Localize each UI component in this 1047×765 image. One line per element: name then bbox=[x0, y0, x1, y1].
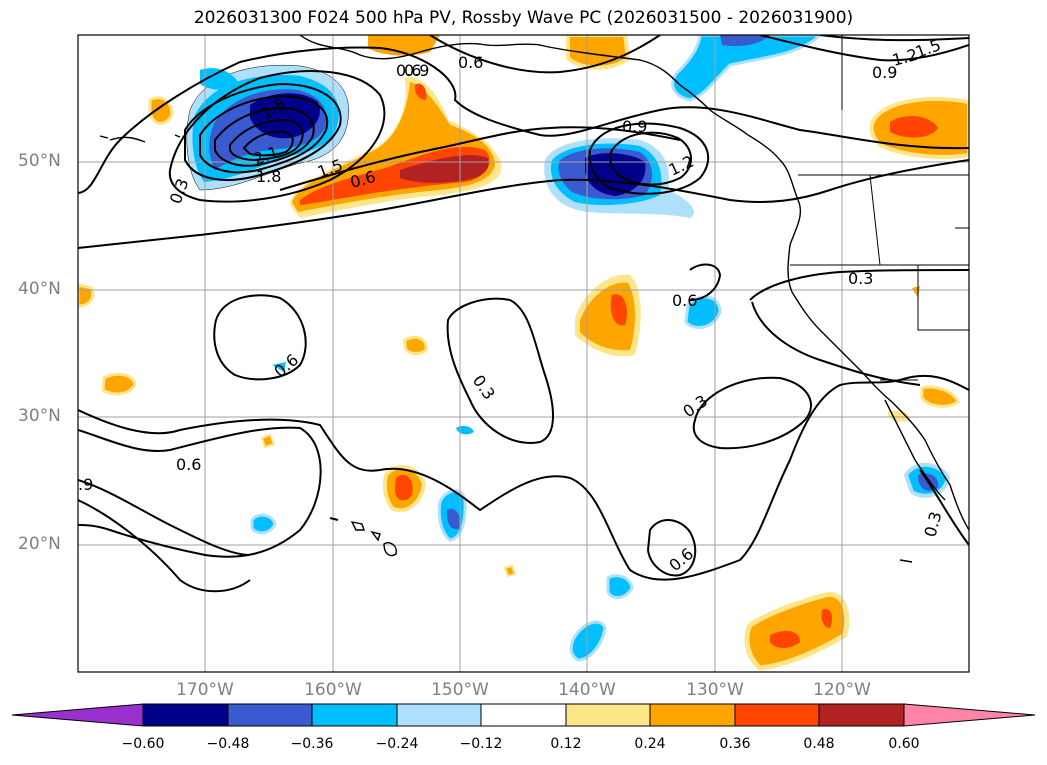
contour-label: 0.3 bbox=[166, 176, 193, 206]
contour-label: 0.9 bbox=[622, 117, 647, 136]
contour-label: .9 bbox=[78, 475, 93, 494]
contour-label: 0.6 bbox=[672, 291, 697, 310]
lat-label: 50°N bbox=[18, 151, 61, 171]
colorbar-tick-label: 0.24 bbox=[634, 736, 666, 752]
colorbar-tick-label: −0.12 bbox=[459, 736, 503, 752]
colorbar-bin bbox=[565, 703, 651, 727]
map-frame bbox=[77, 34, 970, 673]
colorbar-tick-label: −0.60 bbox=[121, 736, 165, 752]
lat-label: 30°N bbox=[18, 406, 61, 426]
colorbar-bin bbox=[649, 703, 736, 727]
lat-label: 20°N bbox=[18, 534, 61, 554]
colorbar-tick-label: 0.60 bbox=[888, 736, 920, 752]
contour-label: 0.6 bbox=[396, 61, 421, 80]
lon-label: 120°W bbox=[813, 680, 871, 700]
negative-anomaly-north bbox=[200, 68, 238, 90]
pv-contours bbox=[78, 35, 969, 593]
map-title: 2026031300 F024 500 hPa PV, Rossby Wave … bbox=[193, 8, 854, 28]
lon-label: 130°W bbox=[686, 680, 744, 700]
lon-label: 170°W bbox=[176, 680, 234, 700]
colorbar-extend-high bbox=[903, 703, 1036, 727]
colorbar-bin bbox=[227, 703, 313, 727]
contour-label: 0.6 bbox=[176, 455, 201, 474]
lon-label: 160°W bbox=[304, 680, 362, 700]
colorbar-tick-label: −0.24 bbox=[375, 736, 419, 752]
colorbar-tick-label: 0.12 bbox=[550, 736, 582, 752]
colorbar-bin bbox=[396, 703, 482, 727]
coastlines bbox=[99, 35, 969, 563]
contour-labels: 1.5 0.9 1.2 0.6 0.9 1.2 1.5 2.1 1.8 1.5 … bbox=[78, 35, 945, 575]
contour-label: 0.3 bbox=[921, 510, 946, 540]
contour-label: 1.2 bbox=[666, 152, 697, 180]
negative-anomaly-coast bbox=[671, 35, 823, 102]
positive-anomaly-top bbox=[368, 35, 440, 56]
contour-label: 1.2 bbox=[890, 45, 920, 70]
contour-label: 0.3 bbox=[469, 371, 499, 403]
colorbar-tick-label: −0.48 bbox=[206, 736, 250, 752]
contour-label: 0.9 bbox=[404, 61, 429, 80]
contour-label: 0.9 bbox=[872, 63, 897, 82]
contour-label: 0.3 bbox=[848, 269, 873, 288]
contour-label: 0.6 bbox=[458, 53, 483, 72]
colorbar-bin bbox=[734, 703, 820, 727]
colorbar-bin bbox=[480, 703, 567, 727]
anomaly-shading bbox=[78, 35, 969, 671]
colorbar bbox=[11, 703, 1036, 727]
colorbar-extend-low bbox=[11, 703, 144, 727]
colorbar-bin bbox=[311, 703, 398, 727]
colorbar-tick-label: −0.36 bbox=[290, 736, 334, 752]
contour-label: 1.8 bbox=[256, 167, 281, 186]
colorbar-bin bbox=[818, 703, 905, 727]
borders bbox=[790, 35, 969, 381]
contour-label: 0.6 bbox=[270, 350, 302, 381]
colorbar-bin bbox=[142, 703, 229, 727]
contour-label: 0.6 bbox=[665, 544, 697, 575]
colorbar-tick-label: 0.36 bbox=[719, 736, 751, 752]
lat-label: 40°N bbox=[18, 279, 61, 299]
lon-label: 150°W bbox=[431, 680, 489, 700]
lon-label: 140°W bbox=[558, 680, 616, 700]
colorbar-tick-label: 0.48 bbox=[803, 736, 835, 752]
